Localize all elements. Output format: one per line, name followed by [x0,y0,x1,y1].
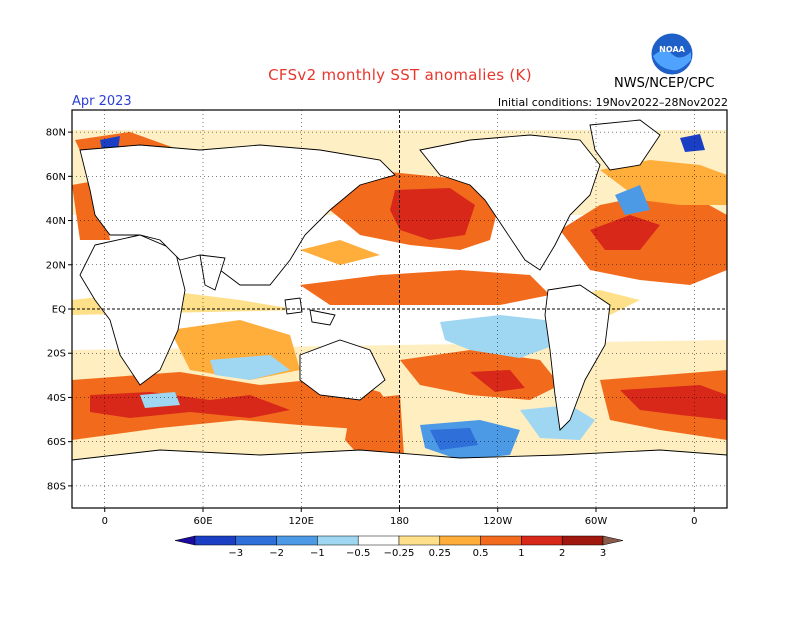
lat-label: 40N [46,216,66,227]
agency-label: NWS/NCEP/CPC [614,76,715,91]
colorbar-label: 0.25 [429,548,451,559]
colorbar-label: −3 [228,548,243,559]
coastlines [72,119,727,508]
lat-label: 60N [46,172,66,183]
lon-label: 0 [691,516,697,527]
colorbar: −3 −2 −1 −0.5 −0.25 0.25 0.5 1 2 3 [174,535,624,559]
lat-label: 80N [46,128,66,139]
colorbar-swatch [276,535,318,546]
lat-label: 20N [46,260,66,271]
noaa-logo-icon: NOAA [650,32,694,76]
lat-label: 40S [47,393,66,404]
initial-conditions: Initial conditions: 19Nov2022–28Nov2022 [497,96,728,109]
colorbar-swatch [521,535,563,546]
colorbar-swatch [194,535,237,546]
colorbar-swatch [398,535,441,546]
colorbar-swatch [357,535,400,546]
colorbar-swatch [480,535,522,546]
lon-label: 60E [193,516,212,527]
colorbar-label: 1 [518,548,524,559]
colorbar-swatch [235,535,277,546]
colorbar-label: 0.5 [473,548,489,559]
lon-label: 60W [585,516,608,527]
map-axes: 80N 60N 40N 20N EQ 20S 40S 60S 80S 0 60E 120E 180 120… [46,128,698,527]
lat-label: 60S [47,437,66,448]
forecast-month: Apr 2023 [72,94,132,109]
lat-label: 80S [47,481,66,492]
noaa-logo-text: NOAA [659,45,685,54]
colorbar-label: −1 [310,548,325,559]
colorbar-max-triangle [602,535,624,546]
lon-label: 180 [390,516,409,527]
colorbar-swatch [317,535,359,546]
colorbar-label: 3 [600,548,606,559]
colorbar-label: −0.25 [384,548,415,559]
colorbar-label: 2 [559,548,565,559]
colorbar-swatch [439,535,481,546]
lon-label: 0 [102,516,108,527]
colorbar-swatch [561,535,604,546]
map-grid [72,110,727,508]
colorbar-min-triangle [174,535,196,546]
colorbar-label: −2 [269,548,284,559]
lat-label: 20S [47,349,66,360]
chart-title: CFSv2 monthly SST anomalies (K) [268,66,532,84]
lat-label: EQ [52,305,66,316]
lon-label: 120W [483,516,512,527]
colorbar-label: −0.5 [346,548,370,559]
lon-label: 120E [289,516,314,527]
